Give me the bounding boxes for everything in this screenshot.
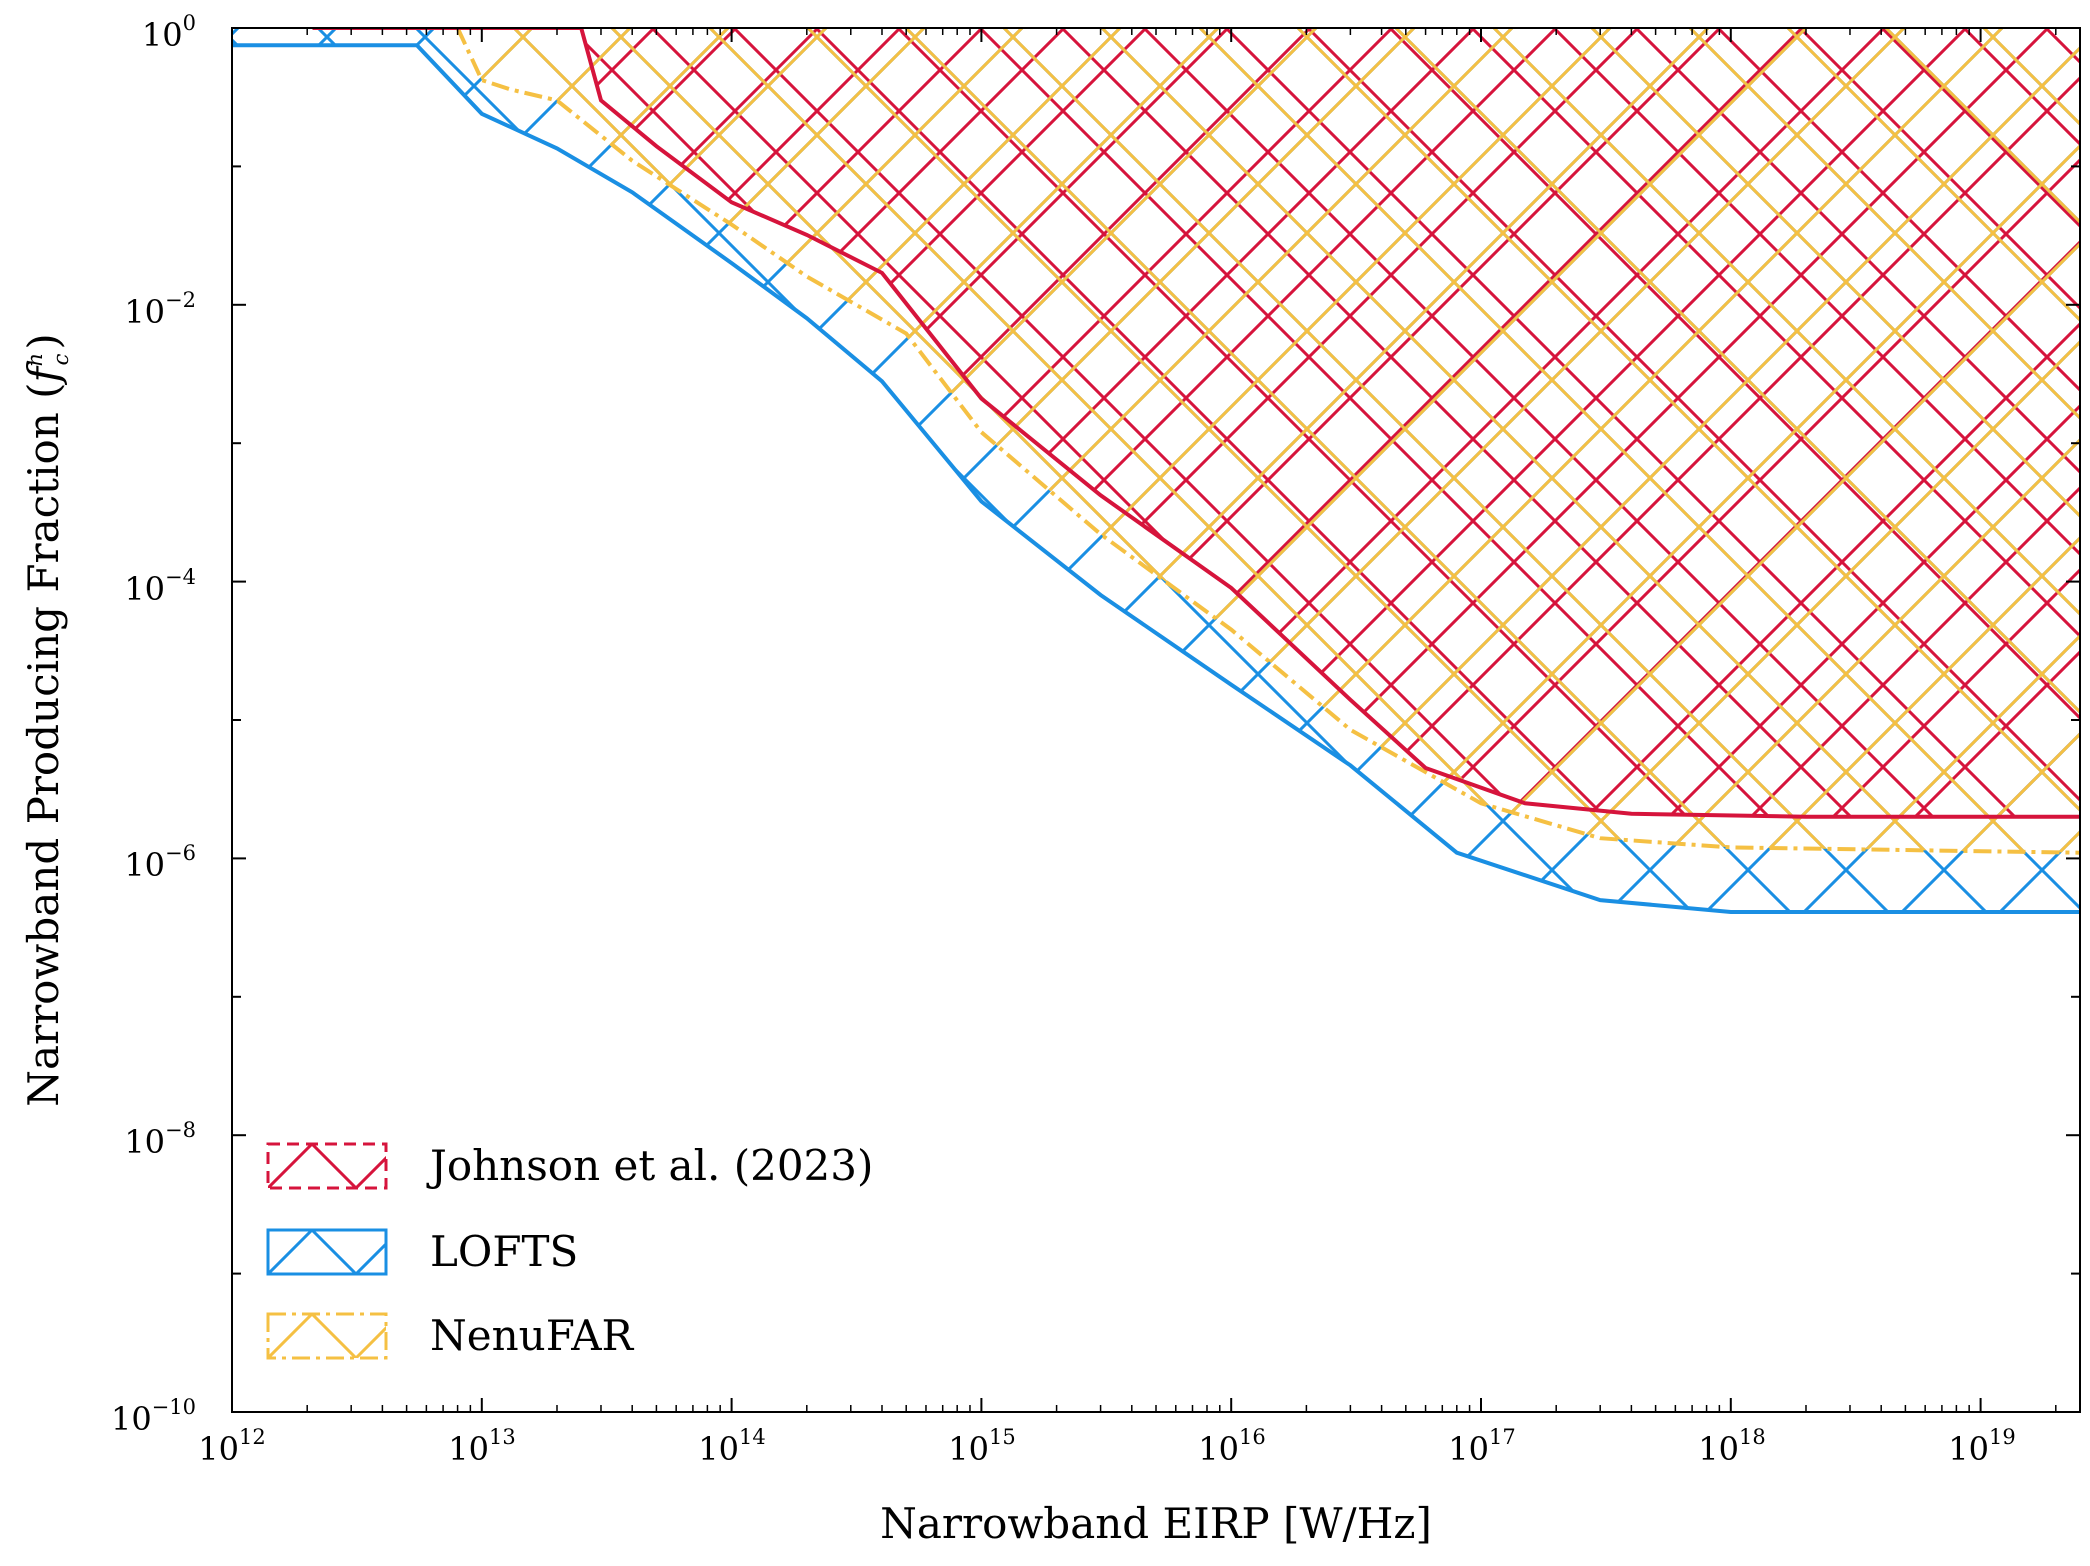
- series-lofts-line: [232, 43, 2080, 914]
- legend-swatch-johnson-hatch: [268, 1144, 386, 1188]
- series-johnson-line: [312, 28, 2080, 819]
- legend-swatch-lofts-border: [266, 1228, 388, 1276]
- x-axis-tick-labels: 1012 1013 1014 1015 1016 1017 1018 1019: [198, 1425, 2015, 1468]
- y-tick-label-1e-4: 10−4: [124, 565, 196, 608]
- legend: Johnson et al. (2023) LOFTS NenuFAR: [266, 1141, 873, 1360]
- y-tick-label-1e-6: 10−6: [124, 841, 196, 884]
- legend-swatch-nenufar-border: [266, 1312, 388, 1360]
- y-tick-label-1e-10: 10−10: [111, 1395, 196, 1438]
- plot-background: [232, 28, 2080, 1412]
- hatch-lines-b: [268, 1144, 386, 1188]
- x-tick-label-1e18: 1018: [1698, 1425, 1765, 1468]
- legend-swatch-nenufar-hatch: [268, 1314, 386, 1358]
- y-tick-label-1e-8: 10−8: [124, 1118, 196, 1161]
- y-axis-label: Narrowband Producing Fraction (fnc): [19, 333, 73, 1107]
- legend-swatch-lofts-hatch: [268, 1230, 386, 1274]
- legend-swatch-lofts: [266, 1228, 388, 1276]
- x-tick-label-1e17: 1017: [1448, 1425, 1515, 1468]
- x-tick-label-1e19: 1019: [1948, 1425, 2015, 1468]
- series-nenufar-line: [455, 28, 2080, 855]
- legend-item-nenufar: NenuFAR: [266, 1311, 635, 1360]
- minor-ticks: [232, 28, 2080, 1412]
- legend-label-johnson: Johnson et al. (2023): [426, 1141, 873, 1190]
- legend-label-nenufar: NenuFAR: [430, 1311, 635, 1360]
- hatch-lines-a: [268, 1230, 358, 1274]
- x-tick-label-1e15: 1015: [948, 1425, 1015, 1468]
- x-tick-label-1e16: 1016: [1198, 1425, 1265, 1468]
- hatch-lines-a: [268, 1314, 358, 1358]
- x-tick-label-1e13: 1013: [448, 1425, 515, 1468]
- hatch-lines-b: [268, 1314, 386, 1358]
- legend-item-johnson: Johnson et al. (2023): [266, 1141, 873, 1190]
- x-tick-label-1e12: 1012: [198, 1425, 265, 1468]
- plot-frame: [231, 27, 2081, 1413]
- hatch-lines-a: [268, 1144, 358, 1188]
- y-axis-tick-labels: 100 10−2 10−4 10−6 10−8 10−10: [111, 11, 196, 1438]
- legend-item-lofts: LOFTS: [266, 1227, 578, 1276]
- x-axis-label: Narrowband EIRP [W/Hz]: [880, 1499, 1432, 1548]
- x-tick-label-1e14: 1014: [698, 1425, 765, 1468]
- y-tick-label-1e0: 100: [142, 11, 196, 54]
- y-tick-label-1e-2: 10−2: [124, 288, 196, 331]
- hatch-lines-b: [268, 1230, 386, 1274]
- legend-label-lofts: LOFTS: [430, 1227, 578, 1276]
- legend-swatch-johnson: [266, 1142, 388, 1190]
- legend-swatch-johnson-border: [266, 1142, 388, 1190]
- legend-swatch-nenufar: [266, 1312, 388, 1360]
